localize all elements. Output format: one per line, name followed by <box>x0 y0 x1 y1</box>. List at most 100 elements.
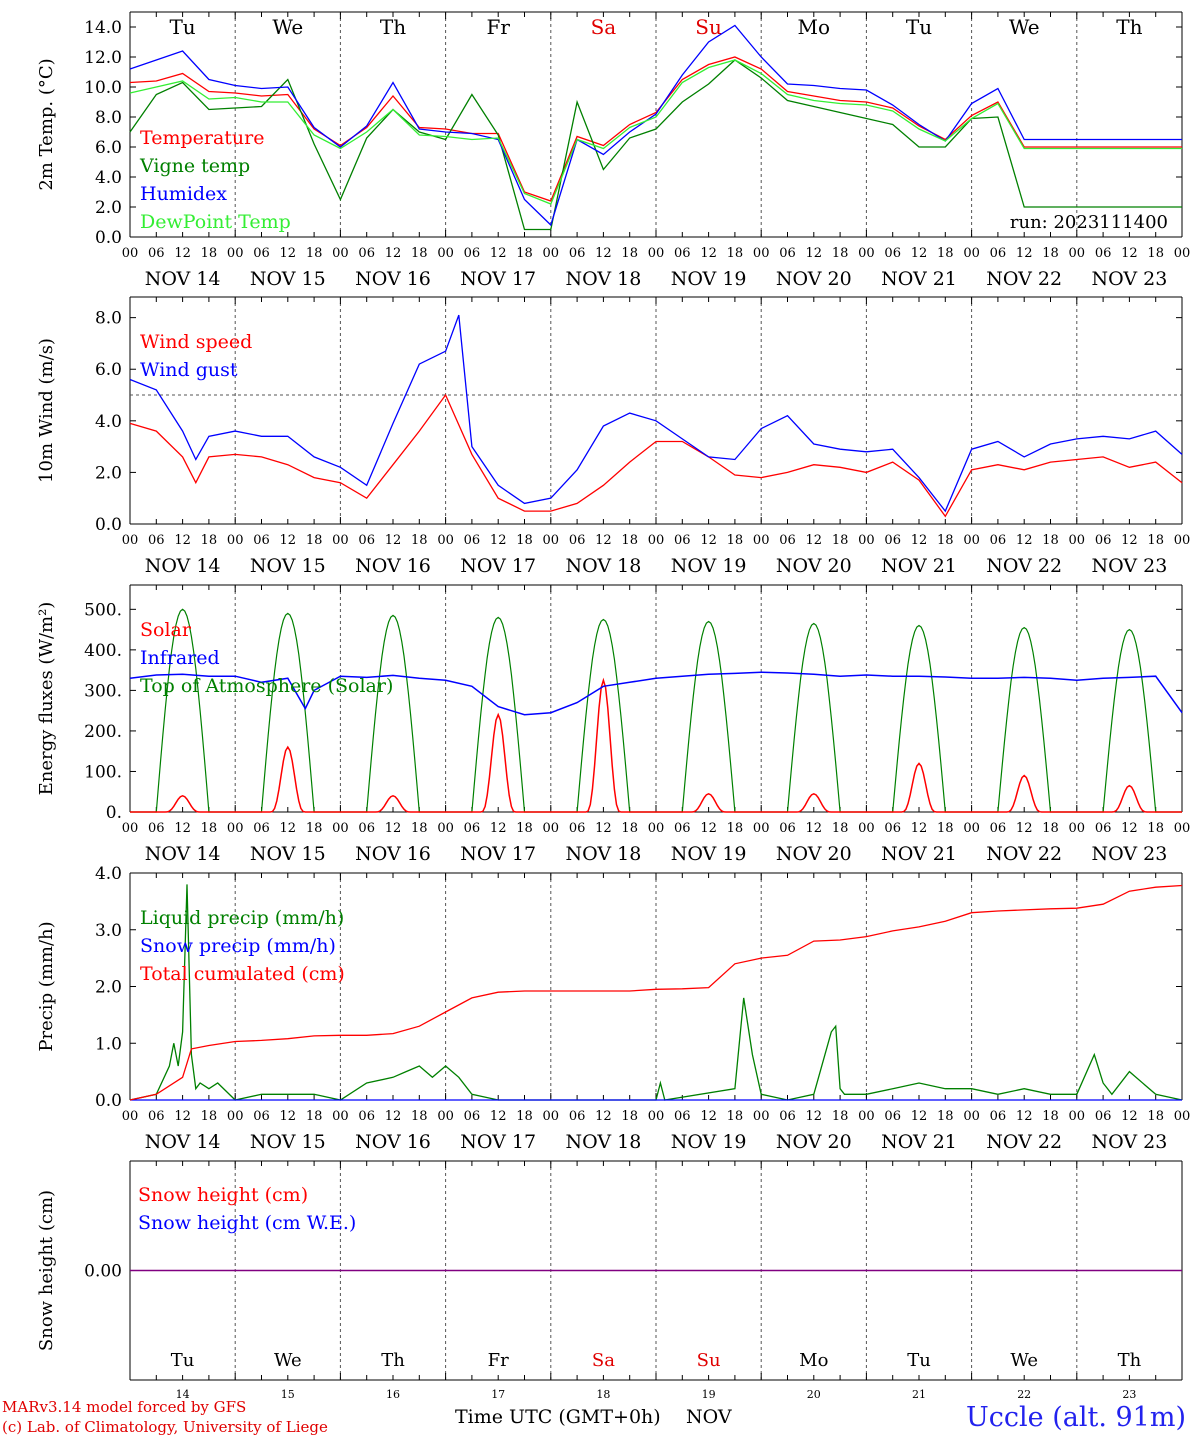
hour-tick-label: 06 <box>1095 533 1112 548</box>
hour-tick-label: 18 <box>516 1109 533 1124</box>
hour-tick-label: 06 <box>358 533 375 548</box>
hour-tick-label: 06 <box>464 821 481 836</box>
date-label: NOV 19 <box>671 843 747 865</box>
hour-tick-label: 06 <box>674 1109 691 1124</box>
hour-tick-label: 12 <box>911 821 928 836</box>
hour-tick-label: 06 <box>674 821 691 836</box>
date-label: NOV 15 <box>250 843 326 865</box>
y-tick-label: 300. <box>84 681 122 701</box>
y-tick-label: 500. <box>84 600 122 620</box>
hour-tick-label: 12 <box>806 533 823 548</box>
day-number: 15 <box>281 1388 295 1401</box>
series-line-dewpoint-temp <box>129 59 1182 205</box>
day-number: 22 <box>1017 1388 1031 1401</box>
date-label: NOV 22 <box>986 555 1062 577</box>
hour-tick-label: 00 <box>963 1109 980 1124</box>
date-label: NOV 16 <box>355 268 431 290</box>
hour-tick-label: 12 <box>174 1109 191 1124</box>
hour-tick-label: 18 <box>937 533 954 548</box>
hour-tick-label: 18 <box>1042 246 1059 261</box>
hour-tick-label: 06 <box>779 821 796 836</box>
hour-tick-label: 18 <box>727 1109 744 1124</box>
y-tick-label: 0.0 <box>95 515 122 535</box>
weekday-label: We <box>274 1350 302 1371</box>
date-label: NOV 15 <box>250 1131 326 1153</box>
hour-tick-label: 06 <box>884 821 901 836</box>
hour-tick-label: 18 <box>727 246 744 261</box>
hour-tick-label: 12 <box>1121 533 1138 548</box>
hour-tick-label: 12 <box>1016 533 1033 548</box>
date-label: NOV 17 <box>460 268 536 290</box>
hour-tick-label: 06 <box>990 1109 1007 1124</box>
date-label: NOV 21 <box>881 1131 957 1153</box>
hour-tick-label: 18 <box>1042 533 1059 548</box>
hour-tick-label: 18 <box>832 821 849 836</box>
y-tick-label: 0. <box>106 803 122 823</box>
series-line-solar <box>130 677 1182 813</box>
date-label: NOV 20 <box>776 555 852 577</box>
hour-tick-label: 00 <box>1069 821 1086 836</box>
hour-tick-label: 06 <box>358 246 375 261</box>
hour-tick-label: 12 <box>280 1109 297 1124</box>
series-line-total-cumulated-cm- <box>129 884 1183 1101</box>
hour-tick-label: 00 <box>858 1109 875 1124</box>
hour-tick-label: 18 <box>411 246 428 261</box>
date-label: NOV 16 <box>355 843 431 865</box>
y-tick-label: 14.0 <box>84 18 122 38</box>
date-label: NOV 21 <box>881 555 957 577</box>
y-tick-label: 2.0 <box>95 978 122 998</box>
weekday-label: Th <box>380 15 406 39</box>
hour-tick-label: 18 <box>201 821 218 836</box>
y-tick-label: 4.0 <box>95 864 122 884</box>
hour-tick-label: 00 <box>332 1109 349 1124</box>
y-axis-title: 2m Temp. (°C) <box>36 58 57 190</box>
hour-tick-label: 12 <box>280 821 297 836</box>
hour-tick-label: 12 <box>280 533 297 548</box>
date-label: NOV 19 <box>671 555 747 577</box>
y-axis-title: Snow height (cm) <box>36 1190 57 1351</box>
hour-tick-label: 00 <box>858 533 875 548</box>
hour-tick-label: 00 <box>437 533 454 548</box>
hour-tick-label: 06 <box>569 821 586 836</box>
hour-tick-label: 06 <box>990 246 1007 261</box>
hour-tick-label: 18 <box>306 246 323 261</box>
hour-tick-label: 00 <box>1069 533 1086 548</box>
hour-tick-label: 12 <box>280 246 297 261</box>
legend-label: Top of Atmosphere (Solar) <box>140 675 393 697</box>
hour-tick-label: 00 <box>1069 246 1086 261</box>
hour-tick-label: 00 <box>753 1109 770 1124</box>
day-number: 18 <box>596 1388 610 1401</box>
hour-tick-label: 12 <box>174 821 191 836</box>
hour-tick-label: 06 <box>253 821 270 836</box>
hour-tick-label: 12 <box>806 821 823 836</box>
hour-tick-label: 12 <box>490 1109 507 1124</box>
weekday-label: Fr <box>486 15 510 39</box>
date-label: NOV 18 <box>565 555 641 577</box>
hour-tick-label: 06 <box>674 246 691 261</box>
y-axis-title: Precip (mm/h) <box>36 921 57 1051</box>
weekday-label: Tu <box>169 15 195 39</box>
day-number: 17 <box>491 1388 505 1401</box>
hour-tick-label: 18 <box>516 246 533 261</box>
hour-tick-label: 12 <box>1121 1109 1138 1124</box>
date-label: NOV 22 <box>986 1131 1062 1153</box>
xaxis-month: NOV <box>686 1406 732 1428</box>
date-label: NOV 20 <box>776 1131 852 1153</box>
hour-tick-label: 06 <box>779 533 796 548</box>
hour-tick-label: 00 <box>543 1109 560 1124</box>
y-tick-label: 12.0 <box>84 48 122 68</box>
legend-label: Infrared <box>140 647 220 669</box>
hour-tick-label: 06 <box>358 1109 375 1124</box>
hour-tick-label: 00 <box>1174 1109 1191 1124</box>
day-number: 16 <box>386 1388 400 1401</box>
hour-tick-label: 12 <box>700 1109 717 1124</box>
legend-label: Wind gust <box>140 359 238 381</box>
hour-tick-label: 12 <box>911 246 928 261</box>
series-line-wind-gust <box>129 314 1183 513</box>
weekday-label: Tu <box>171 1350 195 1371</box>
y-tick-label: 0.0 <box>95 1091 122 1111</box>
series-line-humidex <box>129 24 1182 227</box>
day-number: 21 <box>912 1388 926 1401</box>
hour-tick-label: 18 <box>937 246 954 261</box>
y-tick-label: 4.0 <box>95 168 122 188</box>
